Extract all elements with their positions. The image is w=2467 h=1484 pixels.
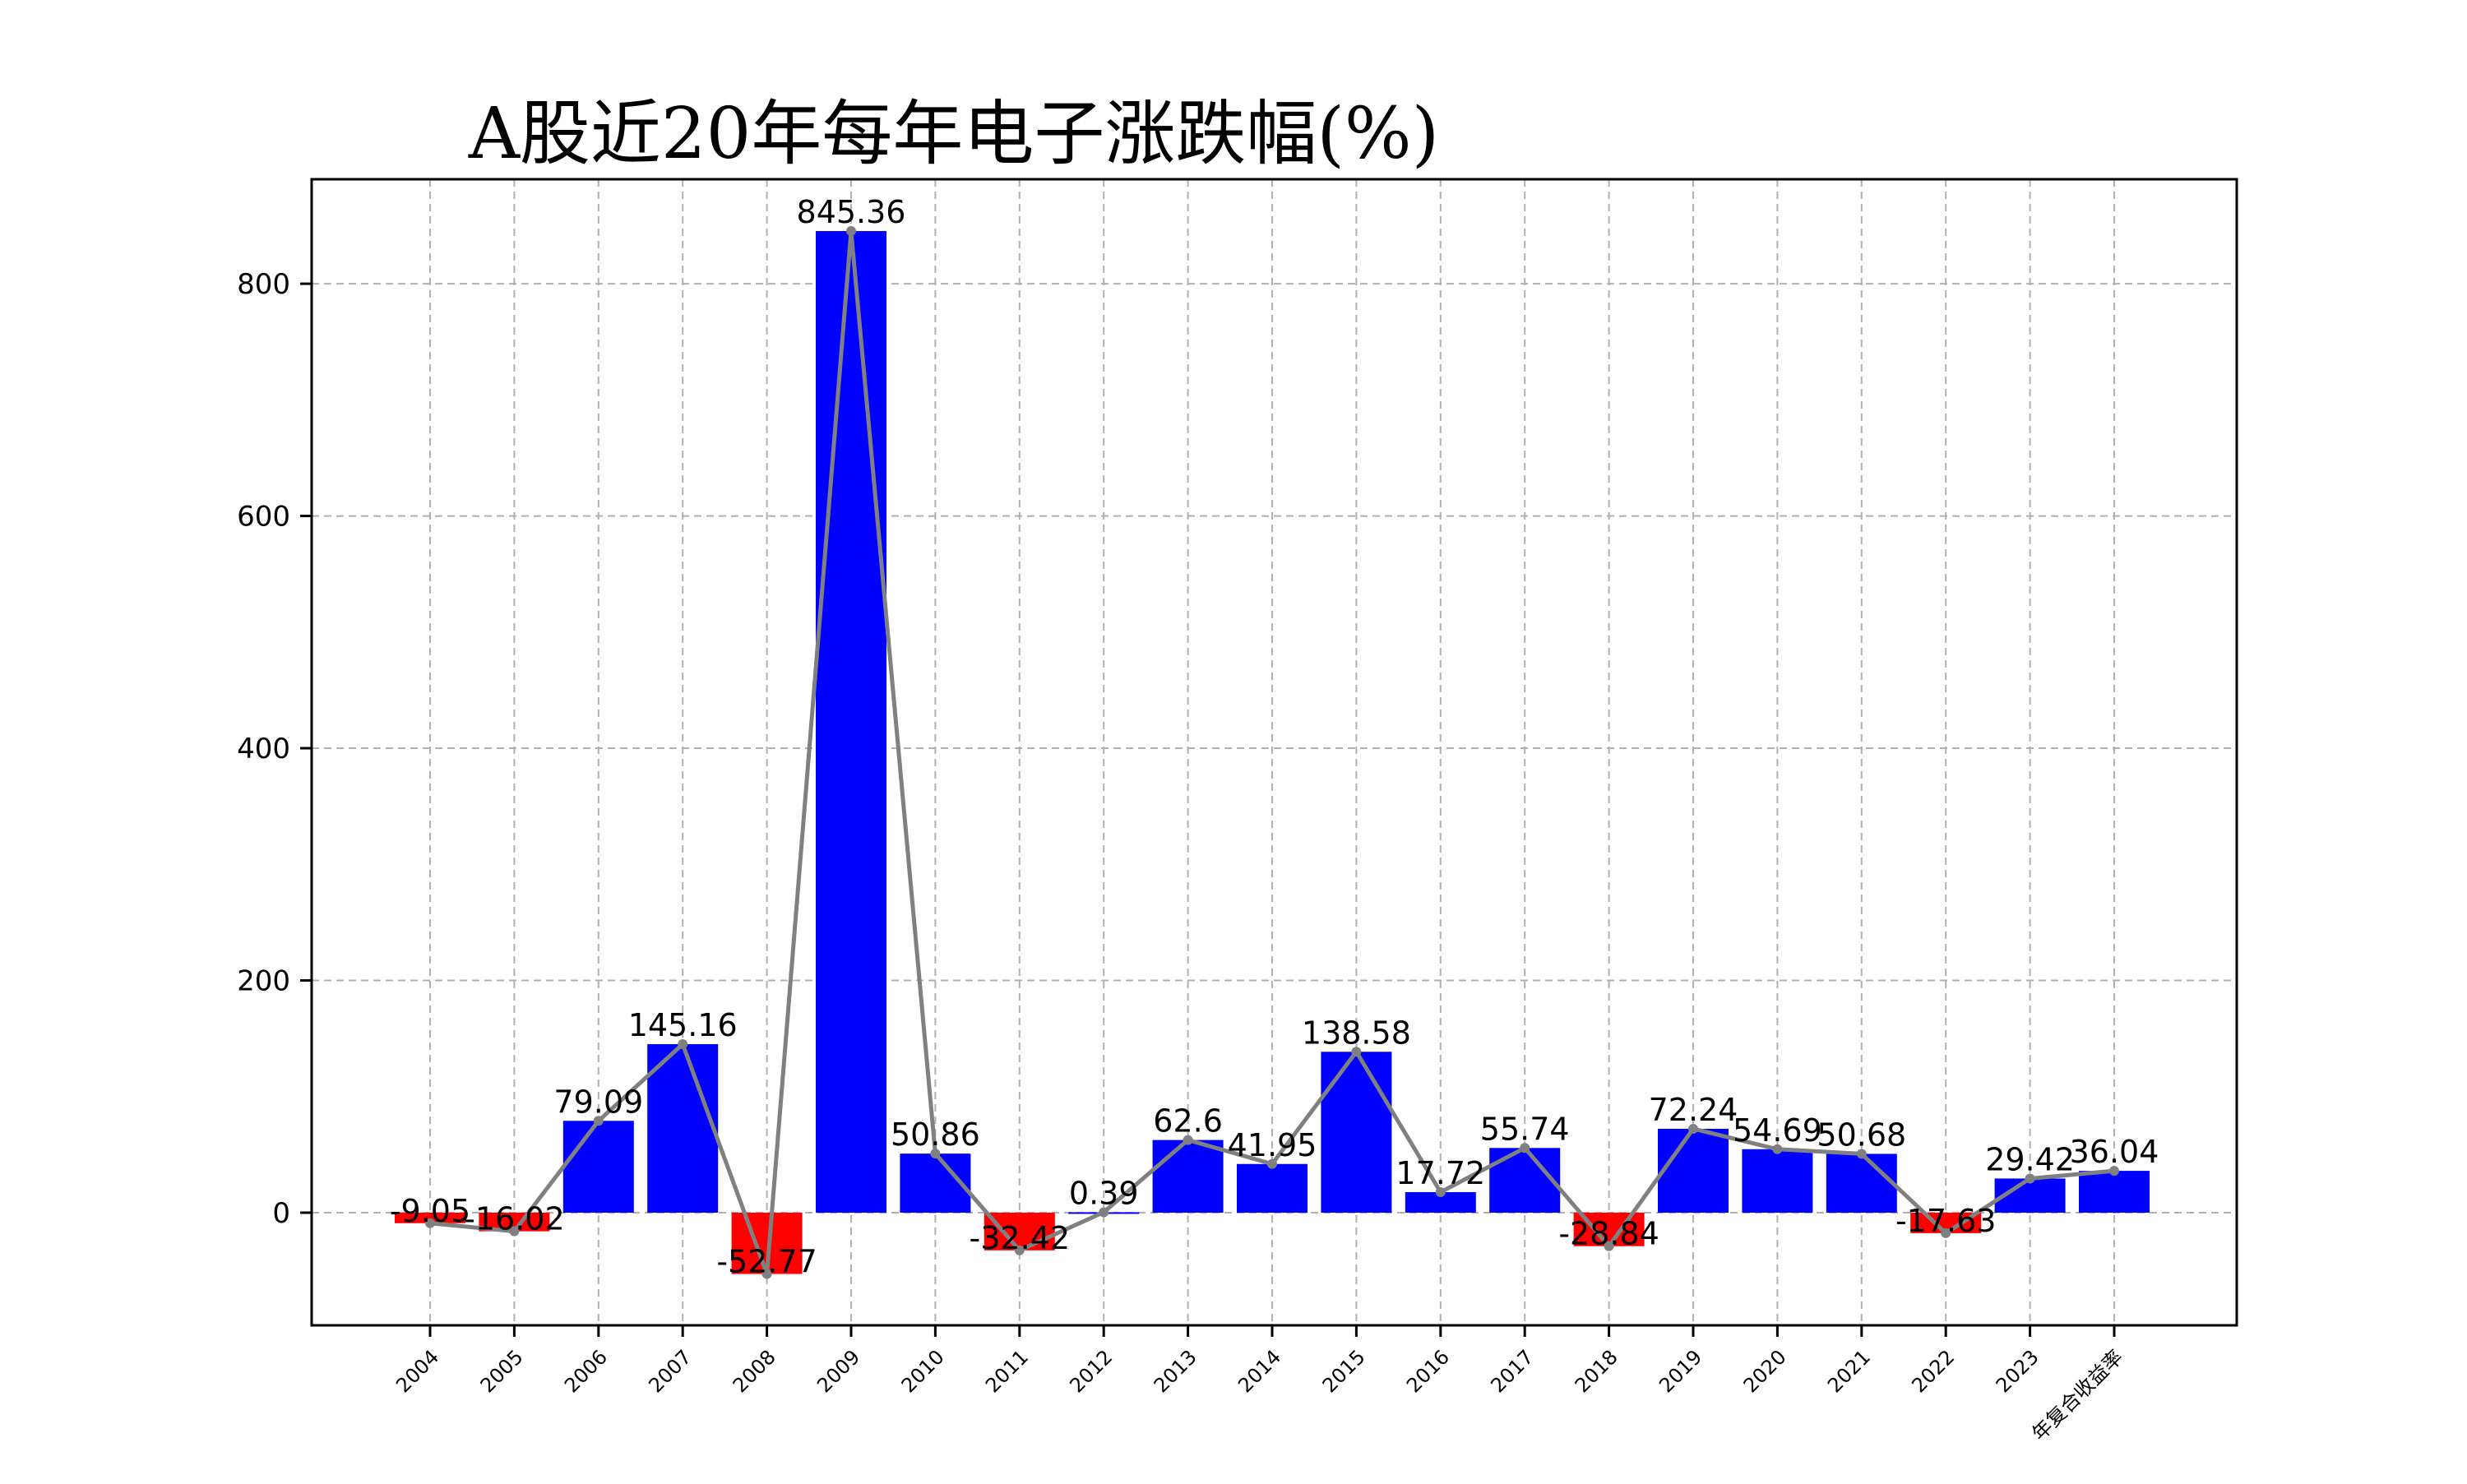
trend-line-point bbox=[1183, 1135, 1193, 1145]
trend-line-point bbox=[930, 1149, 941, 1159]
bar bbox=[984, 1213, 1055, 1251]
data-labels: -9.05-16.02 79.09 145.16 -52.77 845.36 50.86 -… bbox=[390, 194, 2159, 1279]
trend-line-point bbox=[761, 1269, 772, 1279]
data-label: -32.42 bbox=[970, 1220, 1071, 1256]
data-label: -17.63 bbox=[1895, 1203, 1997, 1239]
trend-line-point bbox=[1520, 1143, 1530, 1153]
trend-line-point bbox=[1351, 1047, 1362, 1057]
bar bbox=[1658, 1128, 1729, 1214]
bars bbox=[395, 231, 2150, 1274]
data-label: 62.6 bbox=[1153, 1103, 1223, 1140]
trend-line-point bbox=[1604, 1241, 1614, 1251]
y-tick-label: 800 bbox=[237, 268, 290, 301]
bar bbox=[562, 1121, 634, 1214]
data-label: 50.68 bbox=[1817, 1116, 1906, 1153]
trend-line-point bbox=[846, 226, 856, 237]
trend-line-point bbox=[1435, 1186, 1446, 1197]
data-label: 145.16 bbox=[628, 1007, 738, 1043]
bar bbox=[1742, 1149, 1813, 1214]
trend-line-point bbox=[1941, 1227, 1951, 1238]
trend-line-point bbox=[1014, 1245, 1025, 1255]
data-label: 29.42 bbox=[1985, 1141, 2075, 1177]
plot-frame bbox=[310, 178, 2238, 1327]
data-label: -16.02 bbox=[464, 1201, 565, 1237]
trend-line-point bbox=[1688, 1123, 1698, 1134]
data-label: 54.69 bbox=[1733, 1112, 1822, 1149]
trend-line-point bbox=[1099, 1207, 1109, 1218]
bar bbox=[1826, 1153, 1897, 1214]
data-label: 36.04 bbox=[2070, 1134, 2159, 1170]
data-label: 79.09 bbox=[553, 1084, 643, 1120]
data-label: 41.95 bbox=[1228, 1127, 1317, 1163]
chart-title: A股近20年每年电子涨跌幅(%) bbox=[468, 93, 1439, 175]
bar bbox=[816, 231, 886, 1214]
y-tick-label: 600 bbox=[237, 501, 290, 534]
trend-line-point bbox=[1772, 1144, 1783, 1154]
bar bbox=[1152, 1140, 1224, 1214]
y-tick-label: 200 bbox=[237, 965, 290, 998]
trend-line-point bbox=[593, 1116, 604, 1126]
trend-line-point bbox=[678, 1038, 688, 1049]
data-label: 50.86 bbox=[891, 1116, 980, 1153]
y-tick-label: 400 bbox=[237, 733, 290, 765]
data-label: 55.74 bbox=[1480, 1111, 1570, 1147]
data-label: 17.72 bbox=[1395, 1155, 1485, 1191]
bar bbox=[2079, 1171, 2150, 1214]
bar bbox=[1489, 1148, 1561, 1214]
data-label: 72.24 bbox=[1649, 1092, 1738, 1128]
trend-line-point bbox=[2025, 1173, 2035, 1184]
trend-line-point bbox=[2109, 1166, 2119, 1177]
bar bbox=[479, 1213, 550, 1232]
trend-line-point bbox=[425, 1218, 435, 1228]
trend-line-group bbox=[425, 226, 2119, 1279]
bar bbox=[1321, 1052, 1392, 1214]
bar bbox=[395, 1213, 465, 1223]
data-label: 138.58 bbox=[1302, 1015, 1411, 1051]
data-label: 845.36 bbox=[797, 194, 906, 230]
data-label: 0.39 bbox=[1069, 1175, 1139, 1211]
trend-line-point bbox=[509, 1226, 520, 1237]
trend-line-point bbox=[1267, 1158, 1277, 1169]
y-tick-label: 0 bbox=[272, 1197, 290, 1230]
bar bbox=[647, 1043, 719, 1214]
bar bbox=[1237, 1163, 1308, 1214]
data-label: -28.84 bbox=[1558, 1216, 1659, 1252]
trend-line-point bbox=[1856, 1149, 1867, 1159]
data-label: -52.77 bbox=[716, 1244, 817, 1280]
data-label: -9.05 bbox=[390, 1193, 470, 1229]
